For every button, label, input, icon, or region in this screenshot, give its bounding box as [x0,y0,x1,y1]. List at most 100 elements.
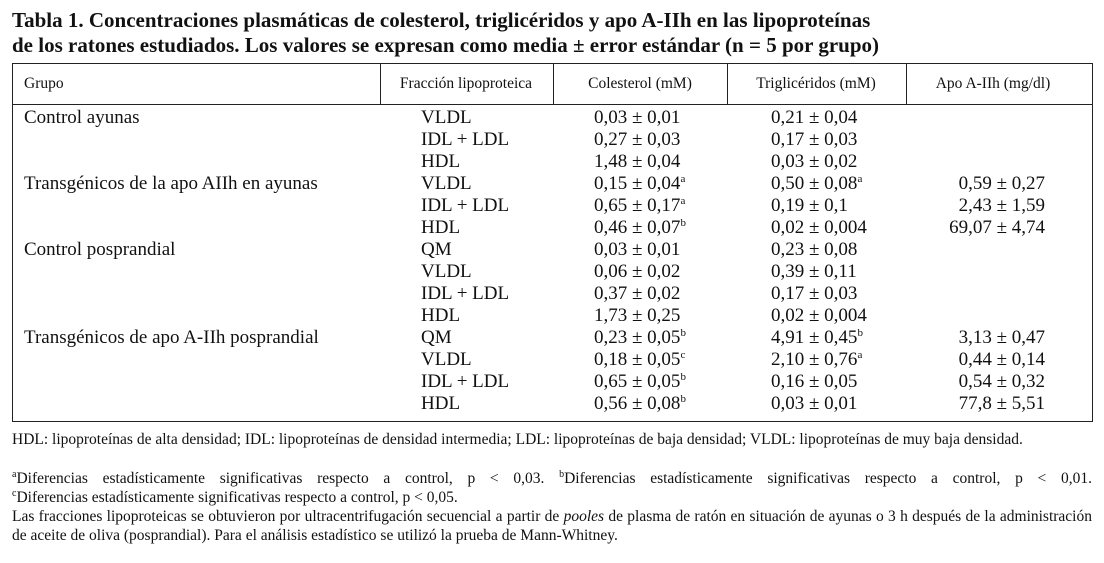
value-text: 0,03 ± 0,02 [771,151,858,172]
value-cell: 0,19 ± 0,1 [771,195,848,217]
footnote-mark: b [680,393,686,405]
fraction-cell: VLDL [421,349,472,370]
value-cell: 0,02 ± 0,004 [771,217,867,239]
value-cell: 0,37 ± 0,02 [594,283,680,305]
value-text: 0,16 ± 0,05 [771,371,858,392]
value-text: 0,19 ± 0,1 [771,195,848,216]
value-cell: 0,03 ± 0,02 [771,151,857,173]
value-text: 0,17 ± 0,03 [771,129,858,150]
value-cell: 0,23 ± 0,05b [594,327,686,349]
value-text: 0,06 ± 0,02 [594,261,681,282]
value-cell: 0,65 ± 0,05b [594,371,686,393]
value-text: 0,56 ± 0,08 [594,393,681,414]
value-text: 0,37 ± 0,02 [594,283,681,304]
group-cell: Transgénicos de la apo AIIh en ayunas [24,173,318,194]
title-line: Tabla 1. Concentraciones plasmáticas de … [12,8,871,32]
value-text: 0,03 ± 0,01 [594,239,681,260]
fraction-cell: HDL [421,393,461,414]
fraction-cell: VLDL [421,107,472,128]
group-cell: Transgénicos de apo A-IIh posprandial [24,327,319,348]
fraction-cell: VLDL [421,173,472,194]
footnote-mark: c [680,349,686,361]
value-cell: 1,73 ± 0,25 [594,305,680,327]
value-cell: 0,65 ± 0,17a [594,195,685,217]
value-text: 0,21 ± 0,04 [771,107,858,128]
footnote-mark: a [12,469,17,480]
footnote-mark: b [559,469,565,480]
value-cell: 0,46 ± 0,07b [594,217,686,239]
fraction-cell: HDL [421,217,461,238]
value-text: 1,48 ± 0,04 [594,151,681,172]
value-text: 0,50 ± 0,08 [771,173,858,194]
value-text: 0,39 ± 0,11 [771,261,857,282]
fraction-cell: QM [421,327,452,348]
footnote: cDiferencias estadísticamente significat… [12,488,1092,507]
footnote-text: HDL: lipoproteínas de alta densidad; IDL… [12,431,1023,448]
column-rule [727,63,728,104]
footnote-mark: a [857,173,863,185]
fraction-cell: IDL + LDL [421,195,510,216]
value-cell: 0,54 ± 0,32 [958,371,1045,392]
value-cell: 0,03 ± 0,01 [594,239,680,261]
value-text: 2,10 ± 0,76 [771,349,858,370]
value-text: 0,46 ± 0,07 [594,217,681,238]
footnote-mark: a [680,173,686,185]
value-cell: 77,8 ± 5,51 [958,393,1045,414]
footnote-text: Diferencias estadísticamente significati… [16,470,560,487]
value-cell: 1,48 ± 0,04 [594,151,680,173]
fraction-cell: IDL + LDL [421,371,510,392]
value-cell: 0,56 ± 0,08b [594,393,686,415]
value-text: 0,02 ± 0,004 [771,305,867,326]
value-cell: 0,39 ± 0,11 [771,261,857,283]
value-cell: 0,02 ± 0,004 [771,305,867,327]
footnote-mark: b [680,371,686,383]
footnote-text: Las fracciones lipoproteicas se obtuvier… [12,508,564,525]
footnote-italic: pooles [563,508,605,525]
footnote-text: de plasma de ratón en situación de ayuna… [12,508,1092,544]
value-text: 0,23 ± 0,08 [771,239,858,260]
footnote: aDiferencias estadísticamente significat… [12,469,1092,488]
header-cell: Colesterol (mM) [588,75,692,92]
value-cell: 0,17 ± 0,03 [771,283,857,305]
column-rule [906,63,907,104]
fraction-cell: QM [421,239,452,260]
footnote-mark: b [680,327,686,339]
fraction-cell: IDL + LDL [421,129,510,150]
footnote-mark: b [857,327,863,339]
footnote-mark: c [12,488,17,499]
group-cell: Control posprandial [24,239,176,260]
footnote-mark: a [857,349,863,361]
fraction-cell: VLDL [421,261,472,282]
footnote: Las fracciones lipoproteicas se obtuvier… [12,507,1092,545]
value-cell: 0,16 ± 0,05 [771,371,857,393]
value-cell: 0,23 ± 0,08 [771,239,857,261]
value-text: 0,65 ± 0,17 [594,195,681,216]
column-rule [380,63,381,104]
value-cell: 4,91 ± 0,45b [771,327,863,349]
value-cell: 0,06 ± 0,02 [594,261,680,283]
value-text: 0,27 ± 0,03 [594,129,681,150]
footnote-text: Diferencias estadísticamente significati… [564,470,1092,487]
value-cell: 0,15 ± 0,04a [594,173,685,195]
value-text: 0,15 ± 0,04 [594,173,681,194]
value-text: 0,23 ± 0,05 [594,327,681,348]
value-text: 4,91 ± 0,45 [771,327,858,348]
header-rule [12,104,1092,105]
footnote-mark: b [680,217,686,229]
value-text: 0,17 ± 0,03 [771,283,858,304]
value-text: 0,18 ± 0,05 [594,349,681,370]
value-cell: 0,21 ± 0,04 [771,107,857,129]
title-line: de los ratones estudiados. Los valores s… [12,33,879,57]
value-text: 0,03 ± 0,01 [771,393,858,414]
group-cell: Control ayunas [24,107,140,128]
value-cell: 0,03 ± 0,01 [594,107,680,129]
value-cell: 2,43 ± 1,59 [958,195,1045,216]
value-cell: 3,13 ± 0,47 [958,327,1045,348]
value-text: 1,73 ± 0,25 [594,305,681,326]
value-cell: 0,27 ± 0,03 [594,129,680,151]
column-rule [553,63,554,104]
fraction-cell: IDL + LDL [421,283,510,304]
header-cell: Apo A-IIh (mg/dl) [935,75,1051,92]
footnote: HDL: lipoproteínas de alta densidad; IDL… [12,430,1092,449]
